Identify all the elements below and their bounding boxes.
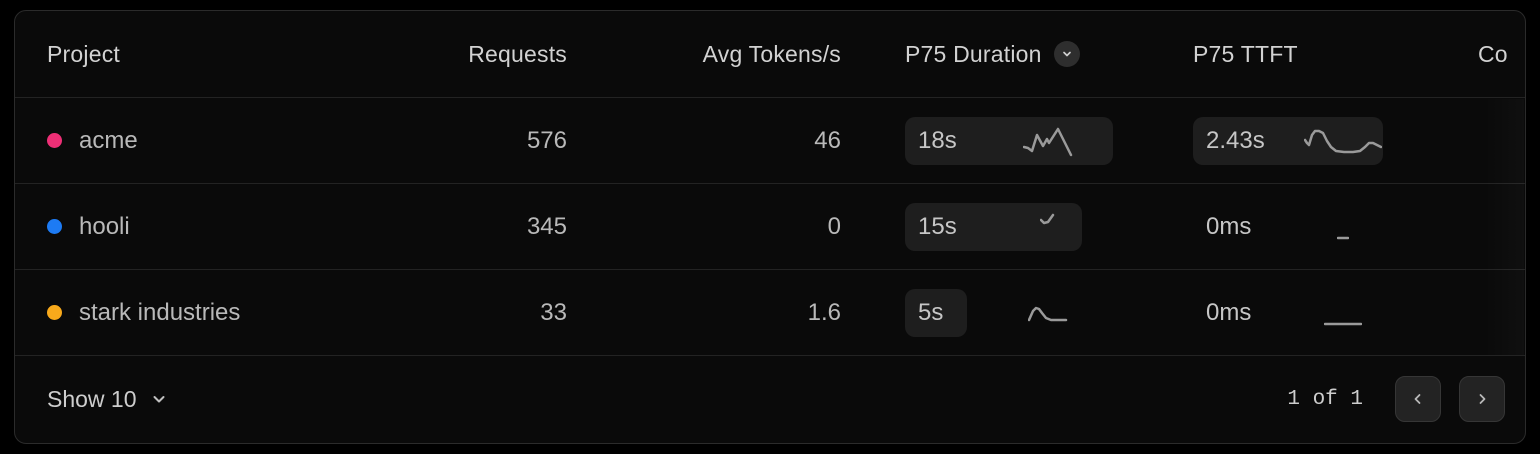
duration-bar	[905, 288, 967, 337]
ttft-value: 0ms	[1206, 212, 1252, 240]
column-header-avg-tokens[interactable]: Avg Tokens/s	[702, 40, 841, 67]
duration-sparkline	[1015, 125, 1081, 157]
ttft-sparkline	[1303, 212, 1383, 242]
duration-bar	[905, 202, 1082, 251]
pagination: 1 of 1	[1287, 376, 1505, 422]
duration-value: 18s	[918, 126, 957, 154]
page-indicator: 1 of 1	[1287, 387, 1363, 411]
table-row[interactable]: hooli 345 0 15s 0ms	[15, 184, 1525, 270]
requests-value: 345	[526, 212, 567, 240]
table-row[interactable]: stark industries 33 1.6 5s 0ms	[15, 270, 1525, 356]
column-header-p75-duration[interactable]: P75 Duration	[905, 40, 1042, 67]
duration-sparkline	[1015, 212, 1081, 242]
duration-sparkline	[1015, 298, 1081, 328]
duration-value: 15s	[918, 212, 957, 240]
table-footer: Show 10 1 of 1	[15, 356, 1525, 442]
chevron-right-icon	[1474, 391, 1490, 407]
project-name: hooli	[79, 212, 130, 240]
page-size-select[interactable]: Show 10	[47, 386, 168, 413]
table-header-row: Project Requests Avg Tokens/s P75 Durati…	[15, 11, 1525, 98]
project-name: stark industries	[79, 298, 241, 326]
duration-value: 5s	[918, 298, 944, 326]
ttft-sparkline	[1303, 126, 1383, 156]
table-body: acme 576 46 18s 2.43s hoo	[15, 98, 1525, 356]
project-color-dot	[47, 219, 62, 234]
prev-page-button[interactable]	[1395, 376, 1441, 422]
sort-chevron-down-icon[interactable]	[1053, 41, 1080, 67]
avg-tokens-value: 1.6	[807, 298, 841, 326]
project-color-dot	[47, 133, 62, 148]
page-size-label: Show 10	[47, 385, 137, 412]
avg-tokens-value: 0	[827, 212, 841, 240]
duration-bar	[905, 116, 1113, 165]
table-row[interactable]: acme 576 46 18s 2.43s	[15, 98, 1525, 184]
column-header-p75-ttft[interactable]: P75 TTFT	[1193, 40, 1298, 67]
chevron-left-icon	[1410, 391, 1426, 407]
requests-value: 33	[540, 298, 567, 326]
avg-tokens-value: 46	[814, 126, 841, 154]
requests-value: 576	[526, 126, 567, 154]
ttft-bar	[1193, 116, 1383, 165]
column-header-project[interactable]: Project	[47, 40, 120, 67]
projects-metrics-table: Project Requests Avg Tokens/s P75 Durati…	[14, 10, 1526, 444]
column-header-requests[interactable]: Requests	[468, 40, 567, 67]
column-header-cost-truncated[interactable]: Co	[1478, 40, 1508, 67]
ttft-sparkline	[1303, 298, 1383, 328]
project-color-dot	[47, 305, 62, 320]
next-page-button[interactable]	[1459, 376, 1505, 422]
ttft-value: 2.43s	[1206, 126, 1265, 154]
project-name: acme	[79, 126, 138, 154]
chevron-down-icon	[150, 390, 168, 408]
ttft-value: 0ms	[1206, 298, 1252, 326]
